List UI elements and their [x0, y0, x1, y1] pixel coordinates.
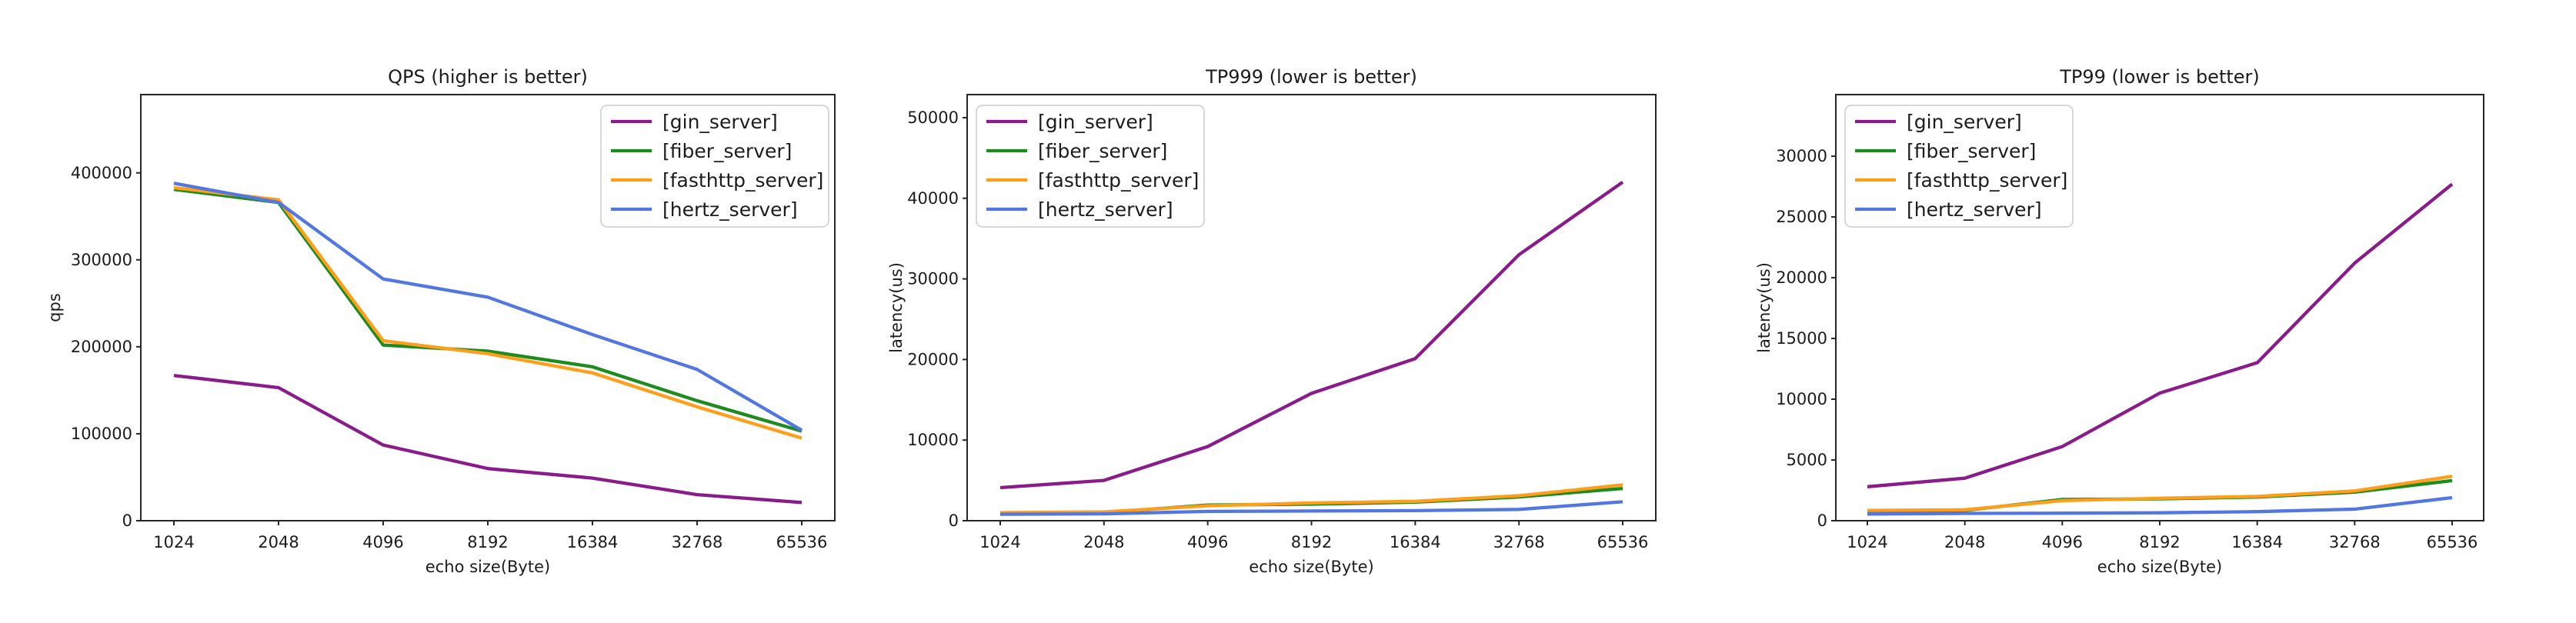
x-tick-label: 16384 [567, 533, 619, 551]
series-line-fasthttp-server [999, 483, 1623, 515]
legend-item-hertz-server: [hertz_server] [611, 198, 798, 221]
chart-tp999: 0 10000 20000 30000 40000 50000 1024 2048 4096 81… [887, 66, 1657, 576]
legend-label: [hertz_server] [1907, 198, 2042, 221]
legend-item-hertz-server: [hertz_server] [1855, 198, 2042, 221]
legend-label: [fiber_server] [662, 140, 792, 162]
legend-label: [hertz_server] [662, 198, 798, 221]
y-tick-label: 0 [949, 511, 959, 530]
series-line-fasthttp-server [173, 185, 802, 440]
x-tick-label: 4096 [1187, 533, 1228, 551]
x-tick-label: 2048 [1944, 533, 1985, 551]
y-tick-label: 300000 [71, 251, 132, 269]
legend-box [600, 105, 829, 228]
y-tick-label: 10000 [907, 431, 959, 449]
legend: [gin_server] [fiber_server] [fasthttp_serv… [600, 105, 829, 228]
legend-label: [gin_server] [1038, 111, 1153, 133]
legend-item-fasthttp-server: [fasthttp_server] [611, 169, 823, 192]
y-tick-label: 20000 [907, 350, 959, 368]
chart-title: QPS (higher is better) [388, 66, 588, 88]
x-tick-label: 8192 [2139, 533, 2180, 551]
legend-item-fasthttp-server: [fasthttp_server] [1855, 169, 2067, 192]
x-tick-label: 1024 [153, 533, 194, 551]
y-tick-label: 50000 [907, 108, 959, 127]
x-tick-label: 65536 [2427, 533, 2478, 551]
legend: [gin_server] [fiber_server] [fasthttp_serv… [976, 105, 1205, 228]
x-tick-label: 16384 [1390, 533, 1441, 551]
legend-item-gin-server: [gin_server] [611, 111, 778, 133]
legend-box [1844, 105, 2074, 228]
x-tick-label: 2048 [258, 533, 299, 551]
x-tick-label: 65536 [1597, 533, 1649, 551]
chart-title: TP999 (lower is better) [1205, 66, 1417, 88]
series-line-hertz-server [1867, 495, 2453, 516]
y-tick-label: 10000 [1776, 390, 1827, 408]
x-tick-label: 8192 [467, 533, 508, 551]
legend: [gin_server] [fiber_server] [fasthttp_serv… [1844, 105, 2074, 228]
legend-label: [gin_server] [662, 111, 778, 133]
legend-item-fiber-server: [fiber_server] [611, 140, 792, 162]
legend-item-fiber-server: [fiber_server] [986, 140, 1167, 162]
legend-label: [fiber_server] [1907, 140, 2036, 162]
y-tick-label: 25000 [1776, 208, 1827, 226]
y-axis-label: latency(us) [1755, 262, 1774, 353]
y-tick-label: 20000 [1776, 268, 1827, 287]
y-axis-label: qps [45, 293, 64, 322]
x-tick-label: 32768 [1493, 533, 1545, 551]
x-axis-label: echo size(Byte) [2097, 558, 2222, 576]
legend-label: [fiber_server] [1038, 140, 1167, 162]
y-axis-label: latency(us) [887, 262, 906, 353]
x-tick-label: 32768 [2329, 533, 2381, 551]
series-line-gin-server [999, 181, 1624, 490]
y-tick-label: 30000 [907, 270, 959, 288]
y-tick-label: 30000 [1776, 147, 1827, 165]
chart-tp99: 0 5000 10000 15000 20000 25000 30000 1024 2048 40… [1755, 66, 2484, 576]
chart-title: TP99 (lower is better) [2059, 66, 2260, 88]
series-line-gin-server [173, 374, 802, 505]
legend-box [976, 105, 1205, 228]
series-line-fasthttp-server [1867, 475, 2453, 512]
y-tick-label: 0 [1817, 511, 1827, 530]
x-tick-label: 8192 [1291, 533, 1332, 551]
y-tick-label: 100000 [71, 425, 132, 443]
x-axis-label: echo size(Byte) [425, 558, 550, 576]
y-tick-label: 5000 [1787, 451, 1827, 469]
legend-item-fiber-server: [fiber_server] [1855, 140, 2036, 162]
y-tick-label: 40000 [907, 189, 959, 208]
x-tick-label: 16384 [2231, 533, 2283, 551]
x-tick-label: 1024 [979, 533, 1020, 551]
legend-item-fasthttp-server: [fasthttp_server] [986, 169, 1199, 192]
series-line-hertz-server [173, 182, 803, 432]
legend-item-hertz-server: [hertz_server] [986, 198, 1173, 221]
x-tick-label: 4096 [362, 533, 403, 551]
legend-label: [hertz_server] [1038, 198, 1173, 221]
legend-item-gin-server: [gin_server] [1855, 111, 2022, 133]
series-line-gin-server [1867, 182, 2454, 488]
chart-qps: 0 100000 200000 300000 400000 1024 2048 4096 819… [45, 66, 836, 576]
y-tick-label: 200000 [71, 338, 132, 356]
x-tick-label: 4096 [2042, 533, 2083, 551]
legend-item-gin-server: [gin_server] [986, 111, 1153, 133]
legend-label: [gin_server] [1907, 111, 2022, 133]
y-tick-label: 400000 [71, 164, 132, 182]
x-axis-label: echo size(Byte) [1249, 558, 1373, 576]
legend-label: [fasthttp_server] [662, 169, 823, 192]
x-tick-label: 2048 [1083, 533, 1124, 551]
y-tick-label: 15000 [1776, 329, 1827, 348]
x-tick-label: 65536 [776, 533, 828, 551]
legend-label: [fasthttp_server] [1038, 169, 1199, 192]
y-tick-label: 0 [122, 511, 132, 530]
legend-label: [fasthttp_server] [1907, 169, 2067, 192]
x-tick-label: 1024 [1847, 533, 1887, 551]
series-line-hertz-server [999, 500, 1623, 516]
x-tick-label: 32768 [672, 533, 723, 551]
